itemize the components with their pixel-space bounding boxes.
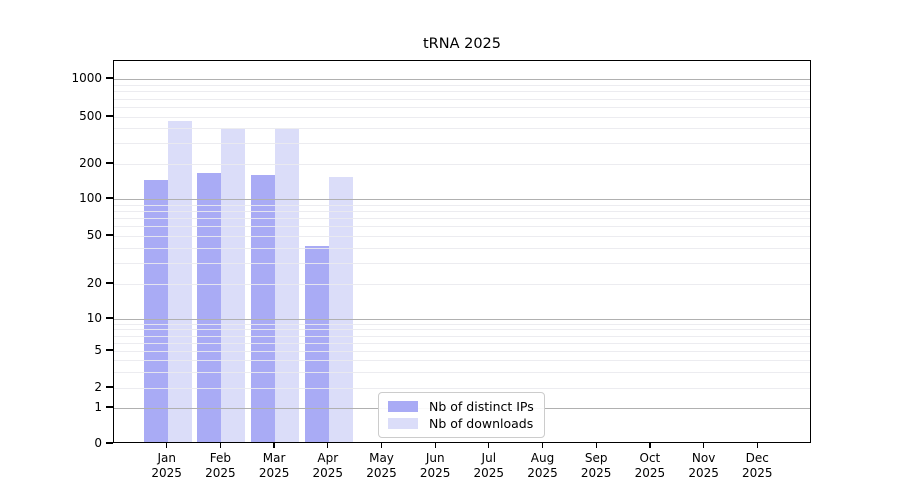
y-tick-mark-5 xyxy=(106,349,113,351)
grid-layer xyxy=(114,61,810,442)
x-tick-label-jun: Jun 2025 xyxy=(419,451,451,480)
x-tick-label-nov: Nov 2025 xyxy=(688,451,719,480)
minor-gridline xyxy=(114,262,810,264)
minor-gridline xyxy=(114,143,810,145)
x-tick-label-sep: Sep 2025 xyxy=(580,451,612,480)
minor-gridline xyxy=(114,329,810,331)
x-tick-label-jul: Jul 2025 xyxy=(473,451,505,480)
x-tick-mark-jul xyxy=(488,443,490,448)
minor-gridline xyxy=(114,204,810,206)
minor-gridline xyxy=(114,351,810,352)
minor-gridline xyxy=(114,117,810,118)
minor-gridline xyxy=(114,342,810,344)
legend-label-downloads: Nb of downloads xyxy=(429,416,534,431)
minor-gridline xyxy=(114,371,810,373)
legend-swatch-distinct-ips-icon xyxy=(388,401,418,412)
x-tick-mark-apr xyxy=(327,443,329,448)
y-tick-label-1: 1 xyxy=(94,400,102,414)
y-tick-label-50: 50 xyxy=(86,228,102,242)
minor-gridline xyxy=(114,218,810,219)
x-tick-label-aug: Aug 2025 xyxy=(527,451,558,480)
minor-gridline xyxy=(114,360,810,361)
minor-gridline xyxy=(114,335,810,337)
x-tick-mark-dec xyxy=(756,443,758,448)
major-gridline-100 xyxy=(114,199,810,200)
x-tick-mark-sep xyxy=(595,443,597,448)
chart-title: tRNA 2025 xyxy=(422,36,502,52)
legend-item-distinct-ips: Nb of distinct IPs xyxy=(388,399,536,414)
x-tick-label-apr: Apr 2025 xyxy=(312,451,344,480)
minor-gridline xyxy=(114,91,810,93)
y-tick-mark-50 xyxy=(106,234,113,236)
y-tick-label-2: 2 xyxy=(94,380,102,394)
x-tick-mark-feb xyxy=(219,443,222,448)
y-tick-label-0: 0 xyxy=(94,436,102,450)
bar-downloads-apr xyxy=(328,176,353,442)
y-tick-label-20: 20 xyxy=(86,276,102,290)
minor-gridline xyxy=(114,107,810,108)
x-tick-mark-oct xyxy=(649,443,651,448)
bar-downloads-feb xyxy=(221,129,246,442)
y-tick-mark-20 xyxy=(106,282,113,284)
x-tick-label-feb: Feb 2025 xyxy=(205,451,236,480)
x-tick-mark-mar xyxy=(273,443,275,448)
minor-gridline xyxy=(114,226,810,228)
major-gridline-10 xyxy=(114,319,810,320)
bar-ips-mar xyxy=(251,174,276,442)
minor-gridline xyxy=(114,210,810,212)
bar-downloads-mar xyxy=(275,129,300,442)
x-tick-mark-jun xyxy=(434,443,436,448)
y-tick-mark-100 xyxy=(106,197,113,199)
legend: Nb of distinct IPs Nb of downloads xyxy=(378,392,545,438)
y-tick-mark-2 xyxy=(106,386,113,388)
minor-gridline xyxy=(114,84,810,86)
x-tick-label-oct: Oct 2025 xyxy=(634,451,666,480)
x-tick-mark-aug xyxy=(541,443,544,448)
y-tick-label-500: 500 xyxy=(79,109,102,123)
legend-item-downloads: Nb of downloads xyxy=(388,416,536,431)
bar-ips-apr xyxy=(304,245,329,442)
legend-swatch-downloads-icon xyxy=(388,418,418,429)
x-tick-label-jan: Jan 2025 xyxy=(151,451,182,480)
minor-gridline xyxy=(114,128,810,130)
x-tick-mark-jan xyxy=(166,443,168,448)
x-tick-label-may: May 2025 xyxy=(366,451,397,480)
minor-gridline xyxy=(114,284,810,285)
x-tick-mark-nov xyxy=(702,443,705,448)
minor-gridline xyxy=(114,323,810,325)
y-tick-mark-1 xyxy=(106,406,113,408)
legend-label-distinct-ips: Nb of distinct IPs xyxy=(429,399,534,414)
y-tick-label-100: 100 xyxy=(79,191,102,205)
bar-ips-jan xyxy=(143,180,168,442)
minor-gridline xyxy=(114,388,810,389)
y-tick-label-1000: 1000 xyxy=(71,71,102,85)
minor-gridline xyxy=(114,98,810,100)
plot-area xyxy=(113,60,811,443)
major-gridline-1000 xyxy=(114,79,810,80)
y-tick-mark-1000 xyxy=(106,77,113,79)
y-tick-mark-200 xyxy=(106,162,113,164)
minor-gridline xyxy=(114,247,810,249)
y-tick-mark-10 xyxy=(106,317,113,319)
y-tick-mark-500 xyxy=(106,115,113,117)
y-tick-label-200: 200 xyxy=(79,156,102,170)
x-tick-label-mar: Mar 2025 xyxy=(258,451,290,480)
minor-gridline xyxy=(114,164,810,165)
y-tick-label-5: 5 xyxy=(94,343,102,357)
x-tick-mark-may xyxy=(380,443,383,448)
y-tick-mark-0 xyxy=(106,442,113,444)
x-tick-label-dec: Dec 2025 xyxy=(742,451,773,480)
minor-gridline xyxy=(114,236,810,237)
y-tick-label-10: 10 xyxy=(86,311,102,325)
